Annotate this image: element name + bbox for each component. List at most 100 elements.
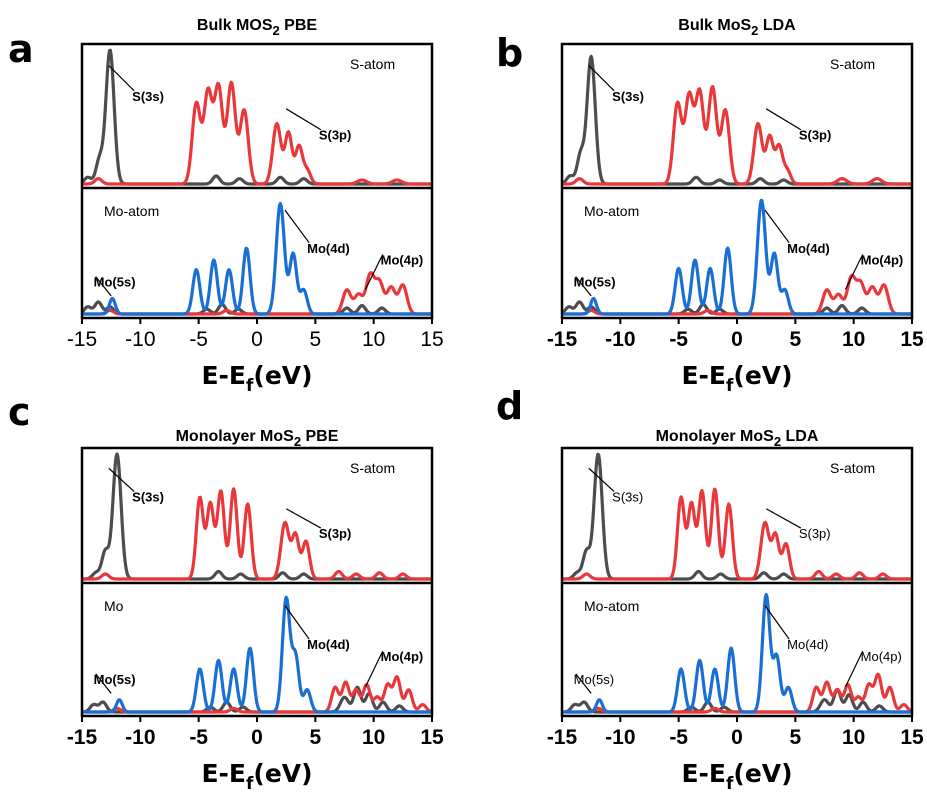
- dos-curve-s3p: [81, 487, 433, 581]
- x-tick-label: 15: [420, 328, 443, 351]
- orbital-label-s3s: S(3s): [612, 89, 644, 104]
- panel-title: Bulk MOS2 PBE: [197, 17, 317, 38]
- s-atom-label: S-atom: [350, 56, 395, 72]
- leader-line: [765, 108, 802, 131]
- xlabel-main: E-E: [681, 361, 726, 390]
- x-tick-label: 0: [731, 328, 743, 351]
- mo-atom-label: Mo-atom: [104, 203, 159, 219]
- orbital-label-mo4p: Mo(4p): [381, 253, 424, 268]
- xlabel-tail: (eV): [253, 361, 312, 390]
- dos-curve-s3p: [561, 487, 913, 581]
- leader-line: [285, 508, 322, 529]
- leader-line: [765, 508, 802, 529]
- dos-curve-s3p: [81, 80, 433, 186]
- orbital-label-s3s: S(3s): [132, 89, 164, 104]
- xlabel-subscript: f: [726, 376, 734, 396]
- leader-line: [108, 467, 135, 493]
- orbital-label-s3s: S(3s): [612, 490, 643, 505]
- title-main: Bulk MoS: [678, 17, 751, 34]
- xlabel-main: E-E: [201, 759, 246, 788]
- mo-atom-label: Mo-atom: [584, 598, 639, 614]
- title-tail: PBE: [301, 428, 339, 445]
- xlabel-subscript: f: [246, 376, 254, 396]
- orbital-label-s3p: S(3p): [799, 526, 831, 541]
- title-main: Monolayer MoS: [176, 428, 295, 445]
- leader-line: [95, 276, 112, 297]
- x-tick-label: 15: [900, 726, 924, 749]
- panel-letter: d: [496, 384, 523, 428]
- leader-line: [364, 650, 384, 688]
- x-tick-label: 10: [842, 328, 865, 351]
- leader-line: [764, 605, 790, 640]
- x-tick-label: -10: [125, 328, 155, 351]
- orbital-label-s3p: S(3p): [319, 128, 352, 143]
- s-atom-label: S-atom: [830, 460, 875, 476]
- leader-line: [285, 108, 322, 131]
- x-tick-label: 10: [842, 726, 865, 749]
- dos-curve-mo4d: [561, 592, 913, 714]
- title-main: Monolayer MoS: [656, 428, 775, 445]
- leader-line: [575, 276, 592, 297]
- dos-curve-mo4d: [81, 595, 433, 714]
- orbital-label-s3p: S(3p): [799, 128, 832, 143]
- panel-a: a Bulk MOS2 PBE -15 -10 -5 0 5 10 15 E-Ef(eV) S-at…: [8, 17, 444, 396]
- leader-line: [284, 605, 310, 640]
- x-tick-label: 10: [362, 328, 385, 351]
- orbital-label-mo5s: Mo(5s): [574, 275, 616, 290]
- orbital-label-mo5s: Mo(5s): [574, 672, 614, 687]
- x-tick-label: 0: [731, 726, 743, 749]
- leader-line: [844, 254, 864, 290]
- title-tail: LDA: [781, 428, 819, 445]
- orbital-label-mo5s: Mo(5s): [94, 275, 136, 290]
- panel-title: Bulk MoS2 LDA: [678, 17, 796, 38]
- x-tick-label: 15: [900, 328, 924, 351]
- s-atom-label: S-atom: [350, 460, 395, 476]
- orbital-label-mo4p: Mo(4p): [861, 253, 904, 268]
- orbital-label-s3p: S(3p): [319, 526, 352, 541]
- x-tick-label: 5: [789, 328, 801, 351]
- x-tick-label: 5: [309, 328, 321, 351]
- title-subscript: 2: [272, 23, 279, 38]
- title-main: Bulk MOS: [197, 17, 273, 34]
- panel-letter: a: [8, 27, 34, 71]
- title-subscript: 2: [774, 434, 781, 449]
- title-subscript: 2: [751, 23, 758, 38]
- x-axis-label: E-Ef(eV): [201, 759, 312, 794]
- leader-line: [364, 254, 384, 290]
- x-tick-label: 0: [251, 328, 263, 351]
- panel-c: c Monolayer MoS2 PBE -15 -10 -5 0 5 10 15 E-Ef(eV…: [8, 390, 444, 794]
- x-tick-label: -10: [125, 726, 155, 749]
- xlabel-subscript: f: [726, 774, 734, 794]
- orbital-label-mo4d: Mo(4d): [307, 637, 350, 652]
- dos-curve-mo4d: [81, 201, 433, 316]
- xlabel-main: E-E: [201, 361, 246, 390]
- dos-curve-s3p: [561, 85, 913, 186]
- leader-line: [108, 65, 135, 92]
- x-tick-label: 0: [251, 726, 263, 749]
- orbital-label-mo4p: Mo(4p): [381, 649, 424, 664]
- leader-line: [284, 209, 310, 244]
- title-tail: LDA: [758, 17, 796, 34]
- x-tick-label: -5: [189, 328, 208, 351]
- x-tick-label: -10: [605, 328, 635, 351]
- x-tick-label: -10: [605, 726, 635, 749]
- title-tail: PBE: [280, 17, 318, 34]
- x-tick-label: 5: [789, 726, 801, 749]
- title-subscript: 2: [294, 434, 301, 449]
- x-tick-label: -5: [669, 726, 688, 749]
- leader-line: [844, 650, 864, 688]
- xlabel-subscript: f: [246, 774, 254, 794]
- leader-line: [588, 467, 615, 493]
- dos-curve-mo4d: [561, 198, 913, 316]
- xlabel-tail: (eV): [733, 361, 792, 390]
- x-tick-label: -15: [67, 726, 98, 749]
- x-tick-label: -15: [547, 328, 578, 351]
- xlabel-tail: (eV): [733, 759, 792, 788]
- x-tick-label: 10: [362, 726, 385, 749]
- x-tick-label: 5: [309, 726, 321, 749]
- x-tick-label: -15: [547, 726, 578, 749]
- xlabel-main: E-E: [681, 759, 726, 788]
- leader-line: [588, 65, 615, 92]
- orbital-label-mo5s: Mo(5s): [94, 672, 136, 687]
- x-tick-label: -15: [67, 328, 97, 351]
